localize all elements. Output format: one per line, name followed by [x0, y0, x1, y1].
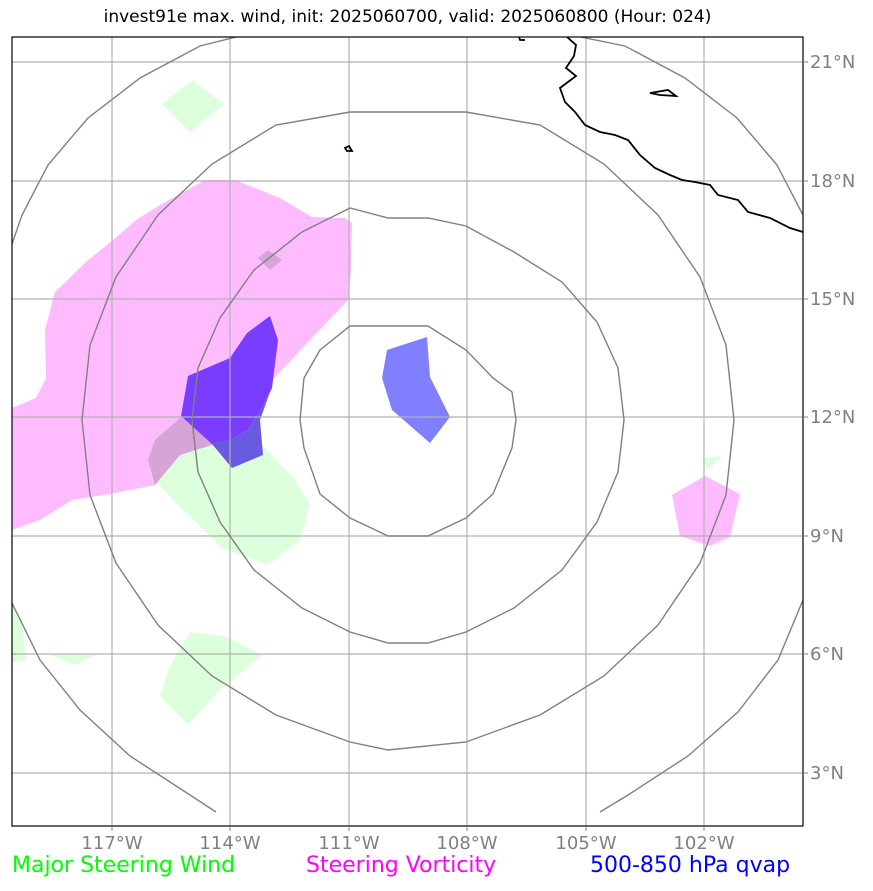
- range-ring: [299, 325, 517, 537]
- lat-label: 18°N: [810, 171, 855, 192]
- latitude-labels: 21°N 18°N 15°N 12°N 9°N 6°N 3°N: [803, 52, 855, 784]
- wind-area: [162, 80, 224, 132]
- range-ring: [599, 599, 803, 813]
- steering-vorticity-areas: [12, 180, 740, 546]
- map-title: invest91e max. wind, init: 2025060700, v…: [103, 7, 712, 27]
- range-ring: [12, 37, 239, 245]
- range-ring: [12, 602, 217, 813]
- coastline: [343, 37, 803, 233]
- vorticity-area: [12, 180, 352, 530]
- lat-label: 3°N: [810, 763, 844, 784]
- wind-area: [12, 605, 26, 662]
- range-ring: [577, 37, 803, 216]
- lat-label: 12°N: [810, 407, 855, 428]
- wind-area: [50, 655, 95, 665]
- lon-label: 108°W: [436, 833, 497, 854]
- wind-area: [160, 632, 262, 725]
- qvap-area: [212, 392, 270, 468]
- lon-label: 114°W: [199, 833, 260, 854]
- legend-steering-wind: Major Steering Wind: [12, 853, 236, 878]
- range-ring: [191, 207, 625, 644]
- lon-label: 102°W: [673, 833, 734, 854]
- lat-label: 15°N: [810, 289, 855, 310]
- lon-label: 117°W: [81, 833, 142, 854]
- vorticity-overlap-area: [258, 250, 282, 270]
- vorticity-area: [672, 476, 740, 546]
- range-ring: [81, 111, 735, 751]
- legend-qvap: 500-850 hPa qvap: [590, 853, 791, 878]
- legend-steering-vorticity: Steering Vorticity: [306, 853, 497, 878]
- coastline-island: [518, 37, 525, 41]
- coastline-island: [343, 144, 354, 152]
- wind-area: [702, 456, 722, 470]
- range-rings: [12, 37, 803, 813]
- qvap-area: [382, 337, 450, 443]
- longitude-labels: 117°W 114°W 111°W 108°W 105°W 102°W: [81, 826, 735, 854]
- lon-label: 111°W: [318, 833, 379, 854]
- coastline-island: [649, 89, 679, 98]
- coastline-mainland: [558, 37, 803, 233]
- lat-label: 21°N: [810, 52, 855, 73]
- lat-label: 9°N: [810, 526, 844, 547]
- lon-label: 105°W: [555, 833, 616, 854]
- plot-frame: [11, 36, 804, 827]
- lat-label: 6°N: [810, 644, 844, 665]
